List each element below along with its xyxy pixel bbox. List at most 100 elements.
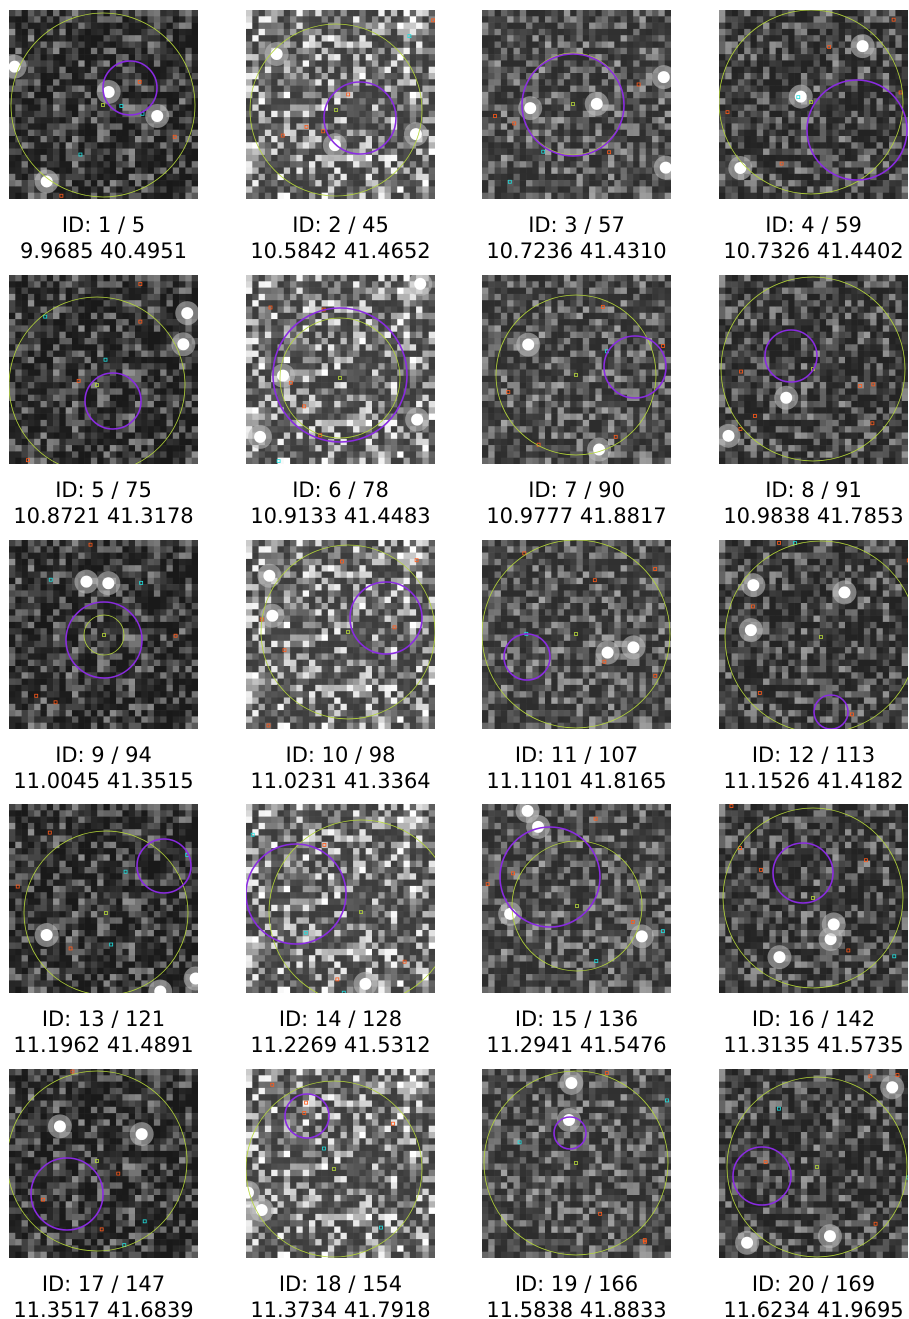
panel-coords: 11.3135 41.5735 [723, 1033, 903, 1057]
source-core [266, 610, 278, 622]
panel: ID: 7 / 9010.9777 41.8817 [482, 275, 671, 528]
panel-id: ID: 1 / 5 [62, 213, 145, 237]
source-core [410, 128, 422, 140]
panel-image [9, 540, 198, 729]
panel: ID: 4 / 5910.7326 41.4402 [719, 10, 908, 263]
panel-coords: 9.9685 40.4951 [20, 239, 187, 263]
panel-id: ID: 13 / 121 [42, 1007, 165, 1031]
panel: ID: 10 / 9811.0231 41.3364 [246, 540, 435, 793]
panel-image [719, 1069, 909, 1258]
source-core [593, 444, 605, 456]
source-core [54, 1120, 66, 1132]
source-core [660, 162, 672, 174]
panel: ID: 12 / 11311.1526 41.4182 [719, 540, 909, 793]
panel-image [482, 799, 671, 993]
source-core [102, 577, 114, 589]
panel-id: ID: 12 / 113 [752, 743, 875, 767]
source-core [563, 1114, 575, 1126]
source-core [780, 392, 792, 404]
image-noise [246, 10, 435, 199]
panel-coords: 11.3517 41.6839 [13, 1298, 193, 1319]
panel-id: ID: 18 / 154 [279, 1272, 402, 1296]
image-noise [482, 804, 671, 993]
panel-id: ID: 16 / 142 [752, 1007, 875, 1031]
source-core [136, 1128, 148, 1140]
panel-id: ID: 9 / 94 [55, 743, 152, 767]
image-noise [246, 1069, 435, 1258]
panel-coords: 10.9133 41.4483 [250, 504, 430, 528]
source-core [734, 162, 746, 174]
panel-coords: 10.8721 41.3178 [13, 504, 193, 528]
source-core [277, 370, 289, 382]
panel-image [9, 804, 208, 1004]
source-core [254, 431, 266, 443]
panel-coords: 10.7326 41.4402 [723, 239, 903, 263]
source-core [359, 978, 371, 990]
source-core [414, 278, 426, 290]
panel-id: ID: 6 / 78 [292, 478, 389, 502]
panel: ID: 19 / 16611.5838 41.8833 [482, 1069, 671, 1319]
source-core [747, 579, 759, 591]
panel-coords: 10.9777 41.8817 [486, 504, 666, 528]
panel-coords: 11.1962 41.4891 [13, 1033, 193, 1057]
source-core [524, 102, 536, 114]
figure: ID: 1 / 59.9685 40.4951 ID: 2 / 4510.5842… [0, 0, 909, 1319]
panel-coords: 10.5842 41.4652 [250, 239, 430, 263]
panel-image [9, 275, 199, 473]
panel-image [246, 272, 435, 464]
source-core [329, 139, 341, 151]
panel: ID: 9 / 9411.0045 41.3515 [9, 540, 198, 793]
panel-coords: 11.2269 41.5312 [250, 1033, 430, 1057]
image-noise [482, 1069, 671, 1258]
panel-id: ID: 3 / 57 [528, 213, 625, 237]
source-core [824, 1230, 836, 1242]
panel-id: ID: 8 / 91 [765, 478, 862, 502]
source-core [602, 647, 614, 659]
panel-id: ID: 15 / 136 [515, 1007, 638, 1031]
source-core [9, 61, 21, 73]
image-noise [719, 804, 908, 993]
panel-image [482, 540, 671, 729]
source-core [565, 1077, 577, 1089]
panel-id: ID: 5 / 75 [55, 478, 152, 502]
panel: ID: 16 / 14211.3135 41.5735 [719, 804, 908, 1057]
panel-image [236, 1069, 435, 1258]
panel: ID: 13 / 12111.1962 41.4891 [9, 804, 208, 1057]
panel-image [3, 10, 198, 199]
panel-id: ID: 20 / 169 [752, 1272, 875, 1296]
panel-image [246, 10, 435, 199]
source-core [190, 972, 202, 984]
panel-coords: 11.0045 41.3515 [13, 769, 193, 793]
panel-id: ID: 4 / 59 [765, 213, 862, 237]
source-core [636, 930, 648, 942]
source-core [773, 951, 785, 963]
image-noise [9, 10, 198, 199]
source-core [522, 339, 534, 351]
source-core [658, 71, 670, 83]
panel-image [246, 540, 435, 729]
source-core [745, 624, 757, 636]
panel-id: ID: 2 / 45 [292, 213, 389, 237]
panel-image [719, 804, 908, 993]
source-core [504, 908, 516, 920]
panel: ID: 1 / 59.9685 40.4951 [3, 10, 198, 263]
image-noise [482, 275, 671, 464]
panel-image [719, 10, 908, 199]
source-core [627, 641, 639, 653]
source-core [80, 576, 92, 588]
panel-id: ID: 19 / 166 [515, 1272, 638, 1296]
panel-id: ID: 14 / 128 [279, 1007, 402, 1031]
source-core [263, 570, 275, 582]
source-core [154, 986, 166, 998]
source-core [151, 110, 163, 122]
panel-id: ID: 17 / 147 [42, 1272, 165, 1296]
source-core [886, 1081, 898, 1093]
image-noise [9, 275, 198, 464]
source-core [177, 338, 189, 350]
panel-coords: 11.2941 41.5476 [486, 1033, 666, 1057]
panel-coords: 10.7236 41.4310 [486, 239, 666, 263]
